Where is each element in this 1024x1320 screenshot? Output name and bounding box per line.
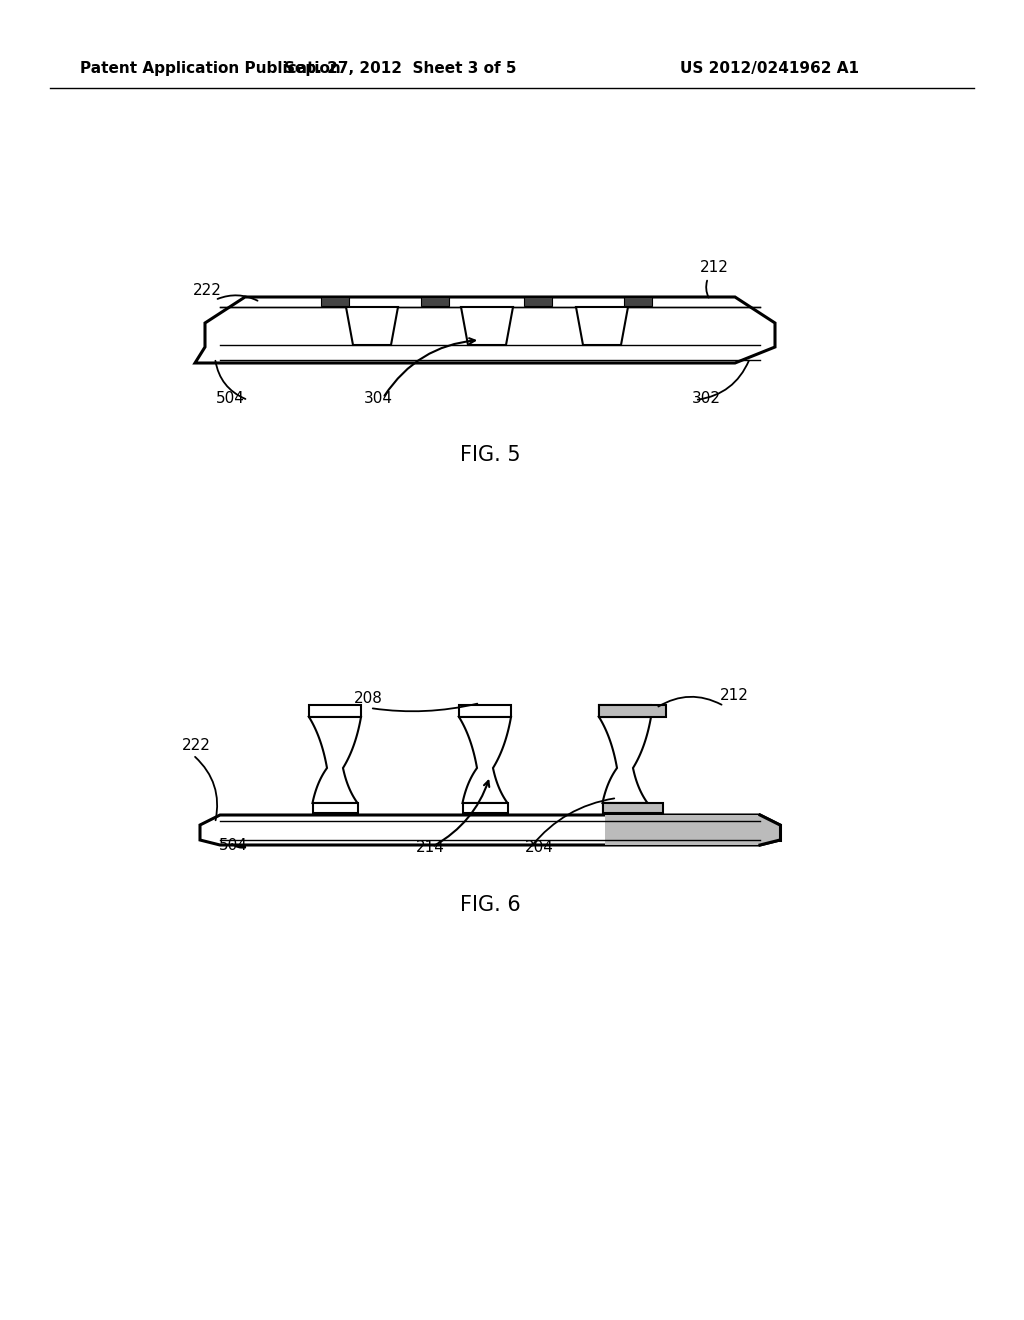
Bar — [602, 803, 647, 813]
Polygon shape — [599, 717, 651, 803]
Text: US 2012/0241962 A1: US 2012/0241962 A1 — [680, 61, 859, 75]
Bar — [321, 297, 349, 306]
Polygon shape — [459, 717, 511, 803]
Text: 212: 212 — [700, 260, 729, 275]
Bar — [599, 705, 651, 717]
Text: FIG. 6: FIG. 6 — [460, 895, 520, 915]
Text: 208: 208 — [353, 690, 382, 706]
Text: Patent Application Publication: Patent Application Publication — [80, 61, 341, 75]
Bar — [309, 705, 361, 717]
Polygon shape — [195, 297, 775, 363]
Text: 222: 222 — [182, 738, 211, 752]
Polygon shape — [309, 717, 361, 803]
Text: 504: 504 — [216, 391, 245, 407]
Text: FIG. 5: FIG. 5 — [460, 445, 520, 465]
Text: 214: 214 — [416, 840, 444, 855]
Bar — [312, 803, 357, 813]
Polygon shape — [346, 308, 398, 345]
Bar — [459, 705, 511, 717]
Text: 302: 302 — [692, 391, 721, 407]
Text: 212: 212 — [720, 688, 749, 704]
Bar — [421, 297, 449, 306]
Text: 504: 504 — [219, 838, 248, 853]
Polygon shape — [461, 308, 513, 345]
Bar — [463, 803, 508, 813]
Polygon shape — [200, 814, 780, 845]
Text: 304: 304 — [364, 391, 392, 407]
Text: Sep. 27, 2012  Sheet 3 of 5: Sep. 27, 2012 Sheet 3 of 5 — [284, 61, 516, 75]
Polygon shape — [575, 308, 628, 345]
Bar — [602, 803, 663, 813]
Text: 222: 222 — [193, 282, 222, 298]
Bar — [524, 297, 552, 306]
Bar — [624, 297, 652, 306]
Bar — [599, 705, 666, 717]
Text: 204: 204 — [525, 840, 554, 855]
Polygon shape — [605, 814, 780, 845]
